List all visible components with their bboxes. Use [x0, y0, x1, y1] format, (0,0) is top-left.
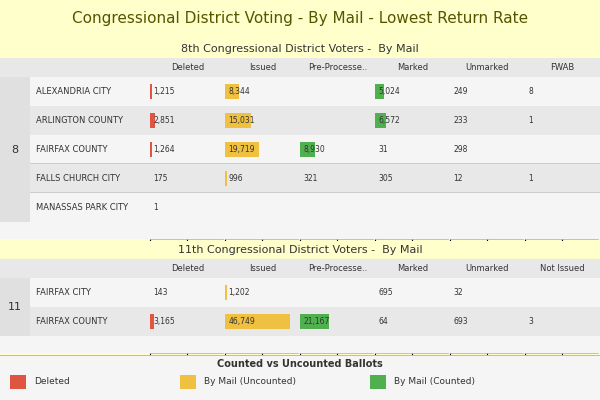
Text: Pre-Processe..: Pre-Processe.. — [308, 264, 367, 273]
Text: MANASSAS PARK CITY: MANASSAS PARK CITY — [35, 203, 128, 212]
Text: Marked: Marked — [397, 264, 428, 273]
Text: By Mail (Uncounted): By Mail (Uncounted) — [204, 378, 296, 386]
Text: Congressional District Voting - By Mail - Lowest Return Rate: Congressional District Voting - By Mail … — [72, 12, 528, 26]
Text: 12: 12 — [453, 174, 463, 183]
Text: 8: 8 — [528, 87, 533, 96]
Text: 233: 233 — [453, 116, 468, 125]
Text: 695: 695 — [378, 288, 393, 297]
Text: 31: 31 — [378, 145, 388, 154]
Text: FALLS CHURCH CITY: FALLS CHURCH CITY — [35, 174, 119, 183]
Text: Marked: Marked — [397, 63, 428, 72]
Text: FWAB: FWAB — [550, 63, 575, 72]
Text: 64: 64 — [378, 317, 388, 326]
Text: 1,264: 1,264 — [153, 145, 175, 154]
Text: Unmarked: Unmarked — [466, 63, 509, 72]
Text: 8,930: 8,930 — [303, 145, 325, 154]
Text: 19,719: 19,719 — [228, 145, 255, 154]
Text: 32: 32 — [453, 288, 463, 297]
Text: 2,851: 2,851 — [153, 116, 175, 125]
Text: Issued: Issued — [249, 63, 276, 72]
Text: 8th Congressional District Voters -  By Mail: 8th Congressional District Voters - By M… — [181, 44, 419, 54]
Text: 46,749: 46,749 — [228, 317, 255, 326]
Text: 11: 11 — [8, 302, 22, 312]
Text: 3: 3 — [528, 317, 533, 326]
Text: 1: 1 — [528, 116, 533, 125]
Text: ARLINGTON COUNTY: ARLINGTON COUNTY — [35, 116, 122, 125]
Text: 11th Congressional District Voters -  By Mail: 11th Congressional District Voters - By … — [178, 245, 422, 255]
Text: 8: 8 — [296, 44, 304, 54]
Text: 298: 298 — [453, 145, 467, 154]
Text: Counted vs Uncounted Ballots: Counted vs Uncounted Ballots — [217, 359, 383, 369]
Text: 1: 1 — [528, 174, 533, 183]
Text: Pre-Processe..: Pre-Processe.. — [308, 63, 367, 72]
Text: 693: 693 — [453, 317, 468, 326]
Text: Deleted: Deleted — [34, 378, 70, 386]
Text: 305: 305 — [378, 174, 393, 183]
Text: 3,165: 3,165 — [153, 317, 175, 326]
Text: By Mail (Counted): By Mail (Counted) — [394, 378, 475, 386]
Text: ALEXANDRIA CITY: ALEXANDRIA CITY — [35, 87, 110, 96]
Text: 21,167: 21,167 — [303, 317, 329, 326]
Text: Deleted: Deleted — [171, 63, 204, 72]
Text: Issued: Issued — [249, 264, 276, 273]
Text: 175: 175 — [153, 174, 168, 183]
Text: 15,031: 15,031 — [228, 116, 255, 125]
Text: 249: 249 — [453, 87, 468, 96]
Text: Deleted: Deleted — [171, 264, 204, 273]
Text: 8: 8 — [11, 144, 19, 154]
Text: FAIRFAX COUNTY: FAIRFAX COUNTY — [35, 145, 107, 154]
Text: FAIRFAX COUNTY: FAIRFAX COUNTY — [35, 317, 107, 326]
Text: FAIRFAX CITY: FAIRFAX CITY — [35, 288, 91, 297]
Text: 5,024: 5,024 — [378, 87, 400, 96]
Text: 8,344: 8,344 — [228, 87, 250, 96]
Text: 1,202: 1,202 — [228, 288, 250, 297]
Text: Unmarked: Unmarked — [466, 264, 509, 273]
Text: Not Issued: Not Issued — [540, 264, 585, 273]
Text: 143: 143 — [153, 288, 168, 297]
Text: 11: 11 — [293, 245, 307, 255]
Text: 321: 321 — [303, 174, 317, 183]
Text: 1: 1 — [153, 203, 158, 212]
Text: 996: 996 — [228, 174, 243, 183]
Text: 1,215: 1,215 — [153, 87, 175, 96]
Text: 6,572: 6,572 — [378, 116, 400, 125]
